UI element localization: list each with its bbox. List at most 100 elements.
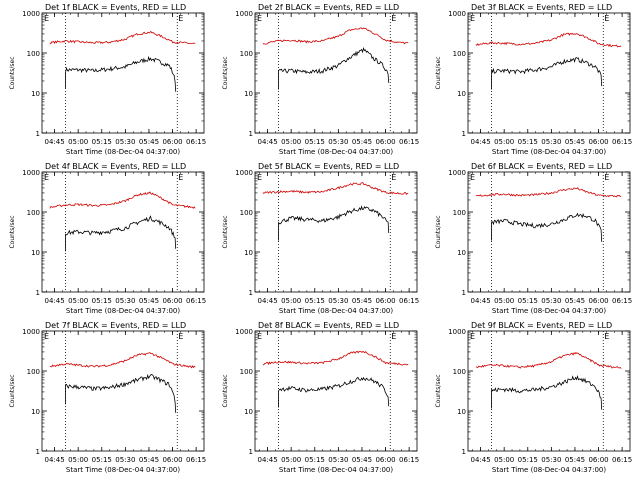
marker-label: E bbox=[178, 332, 183, 341]
chart-panel-5: Det 5f BLACK = Events, RED = LLD Counts/s… bbox=[222, 162, 419, 315]
y-tick-label: 1000 bbox=[448, 169, 466, 177]
x-axis-label: Start Time (08-Dec-04 04:37:00) bbox=[492, 307, 606, 315]
marker-label: E bbox=[178, 14, 183, 23]
events-series-line bbox=[65, 373, 177, 413]
x-tick-label: 05:15 bbox=[518, 297, 538, 305]
y-axis-label: Counts/sec bbox=[9, 215, 16, 248]
x-tick-label: 05:30 bbox=[541, 456, 561, 464]
chart-panel-7: Det 7f BLACK = Events, RED = LLD Counts/s… bbox=[9, 321, 206, 474]
marker-label: E bbox=[470, 173, 475, 182]
x-tick-label: 06:00 bbox=[162, 456, 182, 464]
x-tick-label: 05:00 bbox=[68, 456, 88, 464]
y-tick-label: 1000 bbox=[22, 328, 40, 336]
x-tick-label: 06:00 bbox=[588, 456, 608, 464]
chart-title: Det 6f BLACK = Events, RED = LLD bbox=[471, 162, 612, 171]
y-tick-label: 100 bbox=[240, 209, 253, 217]
marker-label: E bbox=[257, 173, 262, 182]
chart-title: Det 4f BLACK = Events, RED = LLD bbox=[45, 162, 186, 171]
y-axis-label: Counts/sec bbox=[222, 56, 229, 89]
x-tick-label: 06:00 bbox=[162, 297, 182, 305]
marker-label: E bbox=[178, 173, 183, 182]
y-tick-label: 10 bbox=[457, 90, 466, 98]
x-tick-label: 06:00 bbox=[588, 297, 608, 305]
x-tick-label: 04:45 bbox=[257, 138, 277, 146]
y-tick-label: 1 bbox=[462, 130, 466, 138]
x-tick-label: 05:45 bbox=[139, 138, 159, 146]
x-tick-label: 05:00 bbox=[494, 297, 514, 305]
x-tick-label: 05:45 bbox=[139, 456, 159, 464]
x-tick-label: 05:30 bbox=[115, 456, 135, 464]
chart-panel-8: Det 8f BLACK = Events, RED = LLD Counts/s… bbox=[222, 321, 419, 474]
x-tick-label: 05:45 bbox=[352, 456, 372, 464]
x-tick-label: 05:15 bbox=[518, 138, 538, 146]
chart-panel-6: Det 6f BLACK = Events, RED = LLD Counts/s… bbox=[435, 162, 632, 315]
x-tick-label: 05:45 bbox=[352, 297, 372, 305]
y-tick-label: 1000 bbox=[235, 169, 253, 177]
plot-frame bbox=[254, 330, 418, 452]
x-tick-label: 05:45 bbox=[565, 138, 585, 146]
y-tick-label: 100 bbox=[453, 209, 466, 217]
plot-frame bbox=[41, 171, 205, 293]
plot-frame bbox=[467, 330, 631, 452]
x-tick-label: 05:15 bbox=[305, 138, 325, 146]
marker-label: E bbox=[391, 14, 396, 23]
x-tick-label: 05:45 bbox=[139, 297, 159, 305]
x-tick-label: 05:45 bbox=[565, 297, 585, 305]
chart-panel-3: Det 3f BLACK = Events, RED = LLD Counts/s… bbox=[435, 3, 632, 156]
marker-label: E bbox=[44, 173, 49, 182]
lld-series-line bbox=[49, 352, 196, 369]
lld-series-line bbox=[262, 182, 409, 196]
y-tick-label: 1 bbox=[249, 130, 253, 138]
lld-series-line bbox=[262, 350, 409, 366]
x-axis-label: Start Time (08-Dec-04 04:37:00) bbox=[492, 148, 606, 156]
x-tick-label: 06:15 bbox=[399, 297, 419, 305]
x-axis-label: Start Time (08-Dec-04 04:37:00) bbox=[279, 466, 393, 474]
events-series-line bbox=[278, 376, 390, 408]
y-tick-label: 1 bbox=[462, 289, 466, 297]
lld-series-line bbox=[475, 187, 622, 198]
y-tick-label: 100 bbox=[240, 50, 253, 58]
y-tick-label: 10 bbox=[31, 90, 40, 98]
x-axis-label: Start Time (08-Dec-04 04:37:00) bbox=[279, 148, 393, 156]
y-tick-label: 10 bbox=[457, 249, 466, 257]
x-tick-label: 05:15 bbox=[518, 456, 538, 464]
marker-label: E bbox=[44, 14, 49, 23]
y-axis-label: Counts/sec bbox=[9, 374, 16, 407]
x-tick-label: 06:00 bbox=[375, 297, 395, 305]
events-series-line bbox=[491, 212, 603, 242]
y-tick-label: 1 bbox=[462, 448, 466, 456]
chart-title: Det 8f BLACK = Events, RED = LLD bbox=[258, 321, 399, 330]
chart-panel-1: Det 1f BLACK = Events, RED = LLD Counts/s… bbox=[9, 3, 206, 156]
x-tick-label: 06:00 bbox=[375, 456, 395, 464]
x-tick-label: 05:30 bbox=[541, 297, 561, 305]
x-tick-label: 05:30 bbox=[328, 138, 348, 146]
y-axis-label: Counts/sec bbox=[222, 374, 229, 407]
x-tick-label: 05:00 bbox=[68, 138, 88, 146]
y-tick-label: 10 bbox=[244, 249, 253, 257]
marker-label: E bbox=[604, 332, 609, 341]
x-tick-label: 05:15 bbox=[305, 456, 325, 464]
x-tick-label: 05:15 bbox=[92, 138, 112, 146]
x-tick-label: 06:15 bbox=[612, 297, 632, 305]
x-tick-label: 06:00 bbox=[588, 138, 608, 146]
y-tick-label: 1000 bbox=[235, 10, 253, 18]
y-tick-label: 10 bbox=[244, 408, 253, 416]
events-series-line bbox=[278, 205, 390, 241]
chart-title: Det 7f BLACK = Events, RED = LLD bbox=[45, 321, 186, 330]
marker-label: E bbox=[44, 332, 49, 341]
x-tick-label: 05:30 bbox=[115, 138, 135, 146]
events-series-line bbox=[491, 375, 603, 410]
x-tick-label: 05:00 bbox=[281, 297, 301, 305]
y-axis-label: Counts/sec bbox=[222, 215, 229, 248]
events-series-line bbox=[278, 46, 390, 90]
plot-frame bbox=[467, 171, 631, 293]
plot-frame bbox=[254, 12, 418, 134]
x-tick-label: 05:00 bbox=[68, 297, 88, 305]
y-axis-label: Counts/sec bbox=[435, 374, 442, 407]
x-tick-label: 06:15 bbox=[186, 138, 206, 146]
chart-title: Det 5f BLACK = Events, RED = LLD bbox=[258, 162, 399, 171]
chart-title: Det 1f BLACK = Events, RED = LLD bbox=[45, 3, 186, 12]
x-tick-label: 05:30 bbox=[541, 138, 561, 146]
plot-frame bbox=[41, 12, 205, 134]
